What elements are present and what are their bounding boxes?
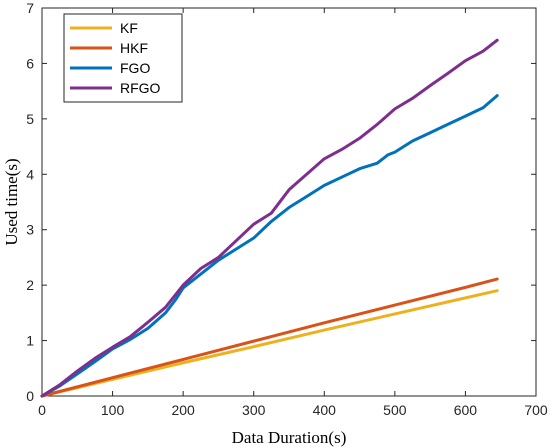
x-tick-label: 0 [38,402,46,418]
x-tick-label: 200 [171,402,195,418]
y-tick-label: 5 [26,111,34,127]
y-tick-label: 3 [26,222,34,238]
series-line-hkf [40,277,499,398]
y-tick-label: 4 [26,166,34,182]
x-axis-label: Data Duration(s) [232,428,347,447]
y-tick-label: 2 [26,277,34,293]
x-tick-label: 500 [383,402,407,418]
y-tick-label: 1 [26,333,34,349]
legend-label-rfgo: RFGO [120,80,161,96]
y-tick-label: 6 [26,55,34,71]
x-axis-ticks: 0 100 200 300 400 500 600 700 [38,8,548,418]
legend-label-hkf: HKF [120,40,148,56]
series-lines [40,38,499,398]
x-tick-label: 100 [101,402,125,418]
series-line-fgo [40,94,499,398]
legend-label-kf: KF [120,20,138,36]
y-tick-label: 0 [26,388,34,404]
legend: KF HKF FGO RFGO [63,13,183,103]
x-tick-label: 400 [313,402,337,418]
series-line-rfgo [40,38,499,398]
x-tick-label: 700 [524,402,548,418]
y-axis-label: Used time(s) [2,158,21,245]
x-tick-label: 600 [454,402,478,418]
y-tick-label: 7 [26,0,34,16]
legend-label-fgo: FGO [120,60,150,76]
x-tick-label: 300 [242,402,266,418]
y-axis-ticks: 0 1 2 3 4 5 6 7 [26,0,536,404]
series-line-kf [40,289,499,398]
